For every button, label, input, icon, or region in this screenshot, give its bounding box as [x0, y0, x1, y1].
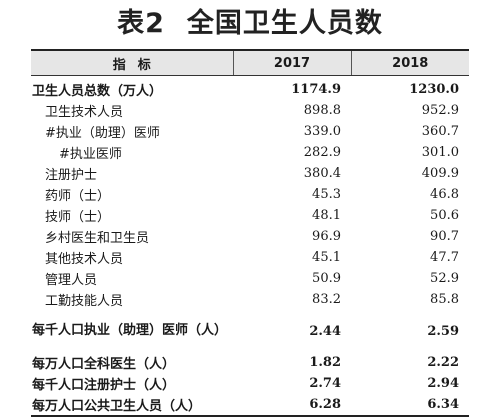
value-2017: 6.28	[233, 394, 351, 417]
row-label: 每万人口全科医生（人）	[32, 357, 176, 372]
value-2017: 282.9	[303, 145, 341, 160]
value-2018: 90.7	[430, 229, 459, 244]
value-2018: 301.0	[421, 145, 459, 160]
value-2017: 2.74	[309, 376, 341, 391]
row-label: 药师（士）	[45, 189, 111, 204]
table-row: 管理人员 50.9 52.9	[31, 268, 469, 289]
table-row: 每千人口执业（助理）医师（人） 2.44 2.59	[31, 310, 469, 352]
row-label: 技师（士）	[45, 210, 111, 225]
row-label: #执业医师	[59, 147, 122, 162]
value-2017: 48.1	[312, 208, 341, 223]
value-2018: 47.7	[430, 250, 459, 265]
value-2018: 50.6	[430, 208, 459, 223]
table-row: 乡村医生和卫生员 96.9 90.7	[31, 226, 469, 247]
row-label: #执业（助理）医师	[45, 126, 160, 141]
table-row: 技师（士） 48.1 50.6	[31, 205, 469, 226]
value-2017: 83.2	[312, 292, 341, 307]
value-2018: 2.22	[427, 355, 459, 370]
table-row: 每万人口公共卫生人员（人） 6.28 6.34	[31, 394, 469, 417]
value-2017: 339.0	[303, 124, 341, 139]
value-2018: 85.8	[430, 292, 459, 307]
value-2017: 45.1	[312, 250, 341, 265]
header-row: 指标 2017 2018	[31, 49, 469, 76]
value-2017: 898.8	[303, 103, 341, 118]
table-title-text: 全国卫生人员数	[186, 8, 383, 39]
table-row: 卫生人员总数（万人） 1174.9 1230.0	[31, 76, 469, 101]
row-label: 每万人口公共卫生人员（人）	[31, 394, 233, 417]
value-2017: 380.4	[303, 166, 341, 181]
value-2017: 50.9	[312, 271, 341, 286]
row-label: 卫生技术人员	[45, 105, 124, 120]
row-label: 注册护士	[45, 168, 98, 183]
column-header-2017: 2017	[232, 49, 351, 76]
value-2017: 1174.9	[291, 82, 341, 97]
column-header-indicator: 指标	[31, 49, 233, 76]
row-label: 管理人员	[45, 273, 98, 288]
table-row: 其他技术人员 45.1 47.7	[31, 247, 469, 268]
table-row: 每千人口注册护士（人） 2.74 2.94	[31, 373, 469, 394]
table-row: 每万人口全科医生（人） 1.82 2.22	[31, 352, 469, 373]
value-2018: 409.9	[421, 166, 459, 181]
value-2018: 360.7	[421, 124, 459, 139]
table-title: 表2 全国卫生人员数	[0, 4, 500, 44]
table-row: 注册护士 380.4 409.9	[31, 163, 469, 184]
health-personnel-table: 指标 2017 2018 卫生人员总数（万人） 1174.9 1230.0 卫生…	[31, 49, 469, 417]
table-row: #执业（助理）医师 339.0 360.7	[31, 121, 469, 142]
value-2018: 52.9	[430, 271, 459, 286]
table-row: 工勤技能人员 83.2 85.8	[31, 289, 469, 310]
value-2017: 45.3	[312, 187, 341, 202]
column-header-2018: 2018	[350, 49, 469, 76]
value-2018: 2.59	[427, 323, 459, 339]
value-2018: 46.8	[430, 187, 459, 202]
table-number: 表2	[117, 8, 165, 39]
row-label: 乡村医生和卫生员	[45, 231, 150, 246]
value-2017: 2.44	[309, 323, 341, 339]
table-row: 卫生技术人员 898.8 952.9	[31, 100, 469, 121]
value-2018: 1230.0	[409, 82, 459, 97]
value-2017: 96.9	[312, 229, 341, 244]
row-label: 其他技术人员	[45, 252, 124, 267]
value-2018: 2.94	[427, 376, 459, 391]
row-label: 工勤技能人员	[45, 294, 124, 309]
row-label: 每千人口注册护士（人）	[32, 378, 176, 393]
row-label: 每千人口执业（助理）医师（人）	[32, 323, 228, 338]
value-2018: 952.9	[421, 103, 459, 118]
table-row: 药师（士） 45.3 46.8	[31, 184, 469, 205]
value-2017: 1.82	[309, 355, 341, 370]
row-label: 卫生人员总数（万人）	[32, 84, 163, 99]
value-2018: 6.34	[351, 394, 469, 417]
table-row: #执业医师 282.9 301.0	[31, 142, 469, 163]
